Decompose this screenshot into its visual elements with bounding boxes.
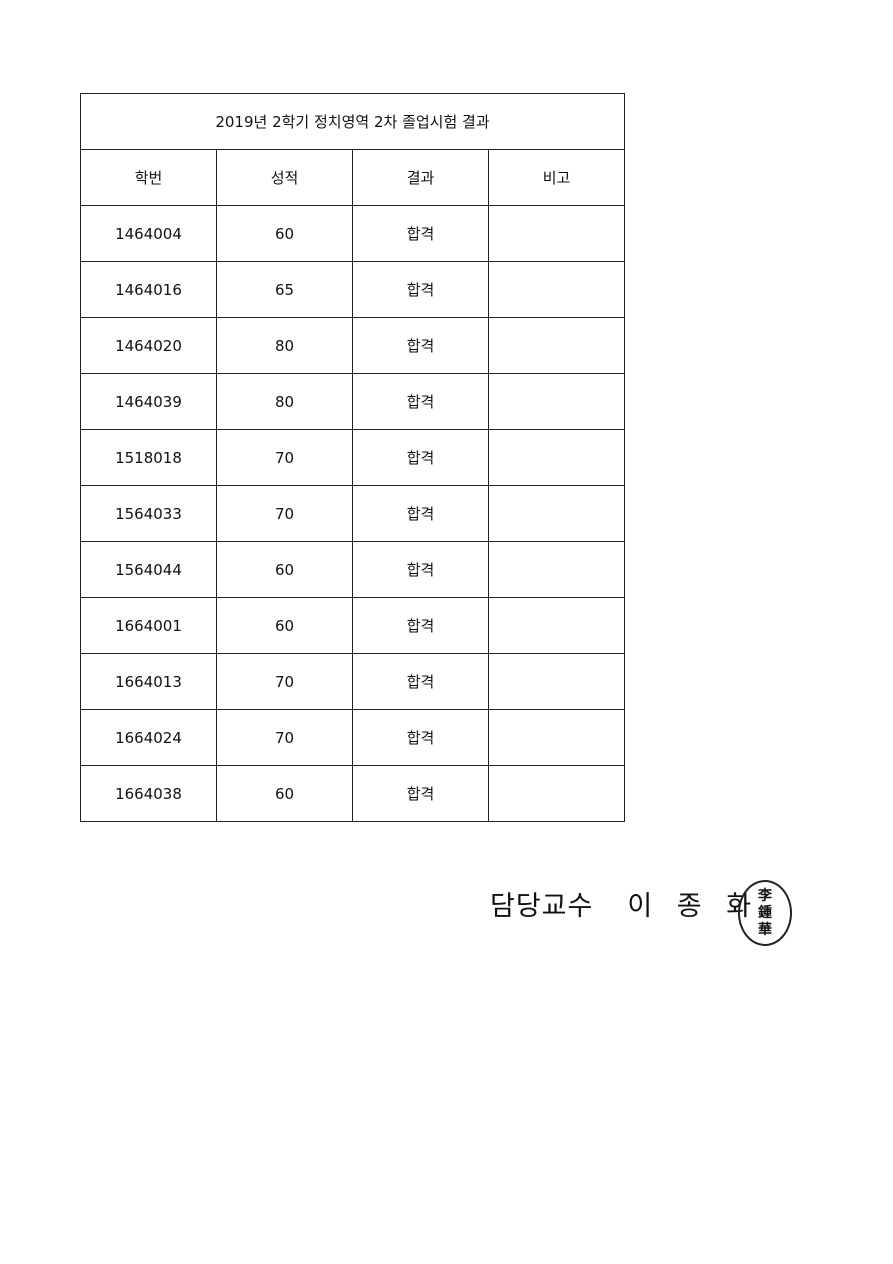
cell-remarks [488,261,625,318]
cell-remarks [488,205,625,262]
seal-character: 華 [758,921,772,938]
cell-score: 80 [216,317,353,374]
cell-score: 70 [216,485,353,542]
cell-result: 합격 [352,317,489,374]
cell-student-id: 1564033 [80,485,217,542]
table-row: 1464039 80 합격 [80,373,625,430]
signature-line: 담당교수 이 종 화 [490,884,759,923]
cell-remarks [488,429,625,486]
seal-character: 鍾 [758,904,772,921]
cell-student-id: 1518018 [80,429,217,486]
cell-student-id: 1664038 [80,765,217,822]
cell-remarks [488,373,625,430]
title-row: 2019년 2학기 정치영역 2차 졸업시험 결과 [80,93,625,150]
cell-result: 합격 [352,485,489,542]
cell-score: 60 [216,597,353,654]
cell-result: 합격 [352,597,489,654]
cell-score: 65 [216,261,353,318]
cell-score: 70 [216,429,353,486]
seal-character: 李 [758,887,772,904]
table-row: 1564044 60 합격 [80,541,625,598]
table-row: 1464016 65 합격 [80,261,625,318]
cell-student-id: 1464016 [80,261,217,318]
cell-result: 합격 [352,261,489,318]
cell-score: 70 [216,653,353,710]
cell-student-id: 1564044 [80,541,217,598]
table-title: 2019년 2학기 정치영역 2차 졸업시험 결과 [80,93,625,150]
table-row: 1664013 70 합격 [80,653,625,710]
table-row: 1664024 70 합격 [80,709,625,766]
cell-student-id: 1664013 [80,653,217,710]
cell-score: 60 [216,541,353,598]
signature-name: 이 종 화 [627,891,760,922]
cell-student-id: 1664024 [80,709,217,766]
cell-score: 70 [216,709,353,766]
header-result: 결과 [352,149,489,206]
cell-result: 합격 [352,709,489,766]
cell-remarks [488,653,625,710]
cell-remarks [488,541,625,598]
header-remarks: 비고 [488,149,625,206]
header-student-id: 학번 [80,149,217,206]
cell-student-id: 1464020 [80,317,217,374]
cell-student-id: 1464039 [80,373,217,430]
table-row: 1664038 60 합격 [80,765,625,822]
header-row: 학번 성적 결과 비고 [80,149,625,206]
cell-result: 합격 [352,205,489,262]
header-score: 성적 [216,149,353,206]
seal-stamp: 李鍾華 [738,880,792,946]
cell-remarks [488,597,625,654]
cell-result: 합격 [352,653,489,710]
cell-student-id: 1664001 [80,597,217,654]
table-row: 1564033 70 합격 [80,485,625,542]
signature-role: 담당교수 [490,891,594,922]
cell-remarks [488,317,625,374]
table-row: 1464020 80 합격 [80,317,625,374]
cell-score: 60 [216,205,353,262]
results-table: 2019년 2학기 정치영역 2차 졸업시험 결과 학번 성적 결과 비고 14… [80,93,625,822]
table-row: 1518018 70 합격 [80,429,625,486]
cell-result: 합격 [352,429,489,486]
cell-remarks [488,709,625,766]
cell-score: 60 [216,765,353,822]
table-row: 1464004 60 합격 [80,205,625,262]
cell-result: 합격 [352,765,489,822]
cell-result: 합격 [352,373,489,430]
cell-remarks [488,765,625,822]
cell-score: 80 [216,373,353,430]
cell-remarks [488,485,625,542]
cell-result: 합격 [352,541,489,598]
cell-student-id: 1464004 [80,205,217,262]
table-row: 1664001 60 합격 [80,597,625,654]
